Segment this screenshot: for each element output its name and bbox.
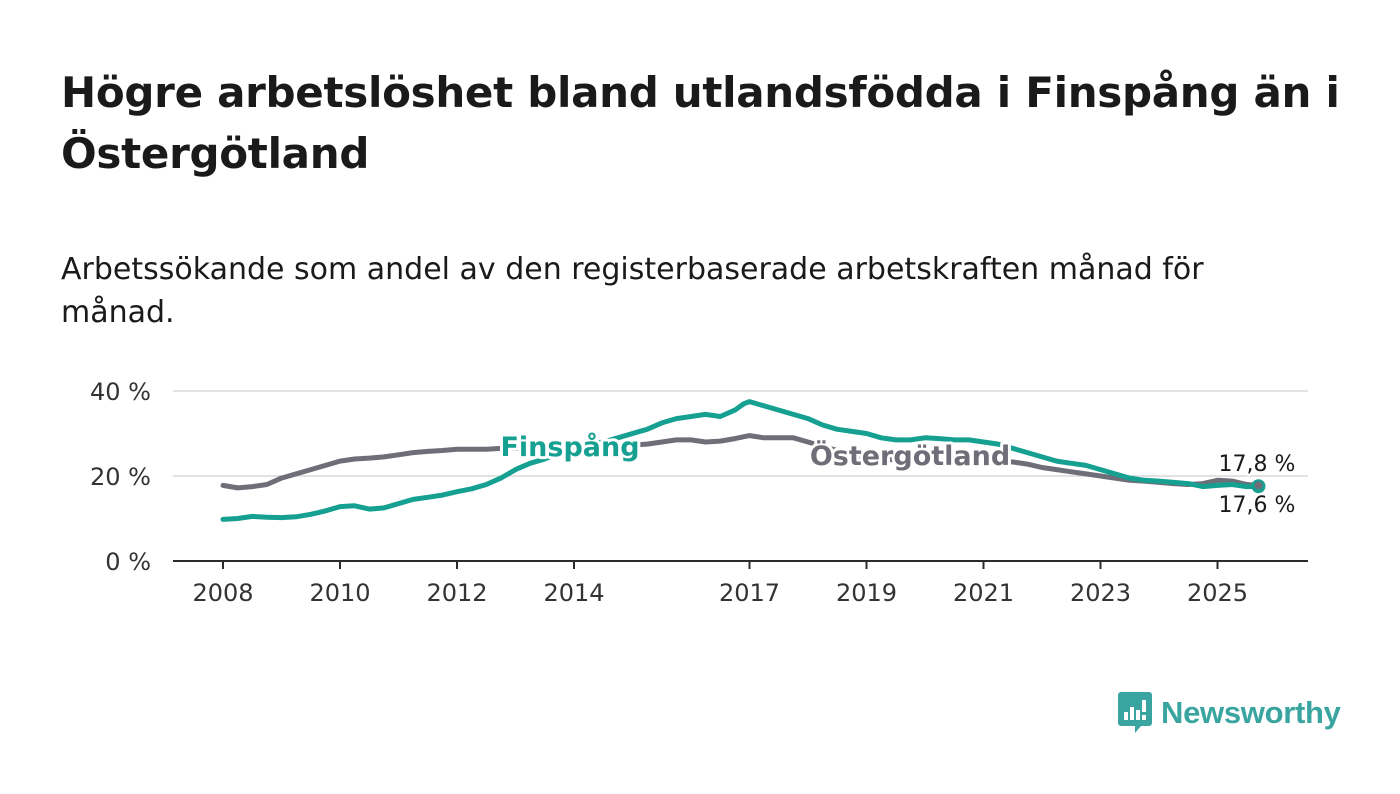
line-chart: 0 % 20 % 40 % 2008 2010 2012 2014 2017 2019 2021…	[90, 378, 1308, 607]
x-tick-label: 2014	[543, 579, 604, 607]
x-axis-ticks: 2008 2010 2012 2014 2017 2019 2021 2023 2025	[192, 561, 1248, 607]
end-label-finspang: 17,6 %	[1219, 493, 1296, 518]
y-tick-label: 40 %	[90, 378, 151, 406]
series-lines	[220, 399, 1266, 522]
chart-title: Högre arbetslöshet bland utlandsfödda i …	[61, 68, 1340, 178]
series-label-finspang: Finspång	[500, 431, 639, 463]
brand-name: Newsworthy	[1161, 695, 1341, 730]
x-tick-label: 2008	[192, 579, 253, 607]
series-endpoint-ostergotland	[1254, 481, 1263, 490]
x-tick-label: 2017	[719, 579, 780, 607]
x-tick-label: 2021	[953, 579, 1014, 607]
grid-lines	[173, 390, 1308, 562]
newsworthy-logo[interactable]: Newsworthy	[1117, 690, 1341, 736]
y-axis-ticks: 0 % 20 % 40 %	[90, 378, 151, 576]
y-tick-label: 0 %	[105, 548, 151, 576]
series-labels: Finspång Östergötland 17,8 % 17,6 %	[497, 428, 1297, 521]
x-tick-label: 2023	[1070, 579, 1131, 607]
y-tick-label: 20 %	[90, 463, 151, 491]
x-tick-label: 2010	[309, 579, 370, 607]
chart-subtitle: Arbetssökande som andel av den registerb…	[61, 252, 1204, 330]
end-label-ostergotland: 17,8 %	[1219, 452, 1296, 477]
series-label-ostergotland: Östergötland	[810, 439, 1010, 472]
x-tick-label: 2019	[836, 579, 897, 607]
x-tick-label: 2012	[426, 579, 487, 607]
newsworthy-bars-icon	[1118, 692, 1152, 733]
x-tick-label: 2025	[1187, 579, 1248, 607]
series-line-ostergotland	[220, 433, 1261, 491]
series-line-finspang	[220, 399, 1261, 522]
